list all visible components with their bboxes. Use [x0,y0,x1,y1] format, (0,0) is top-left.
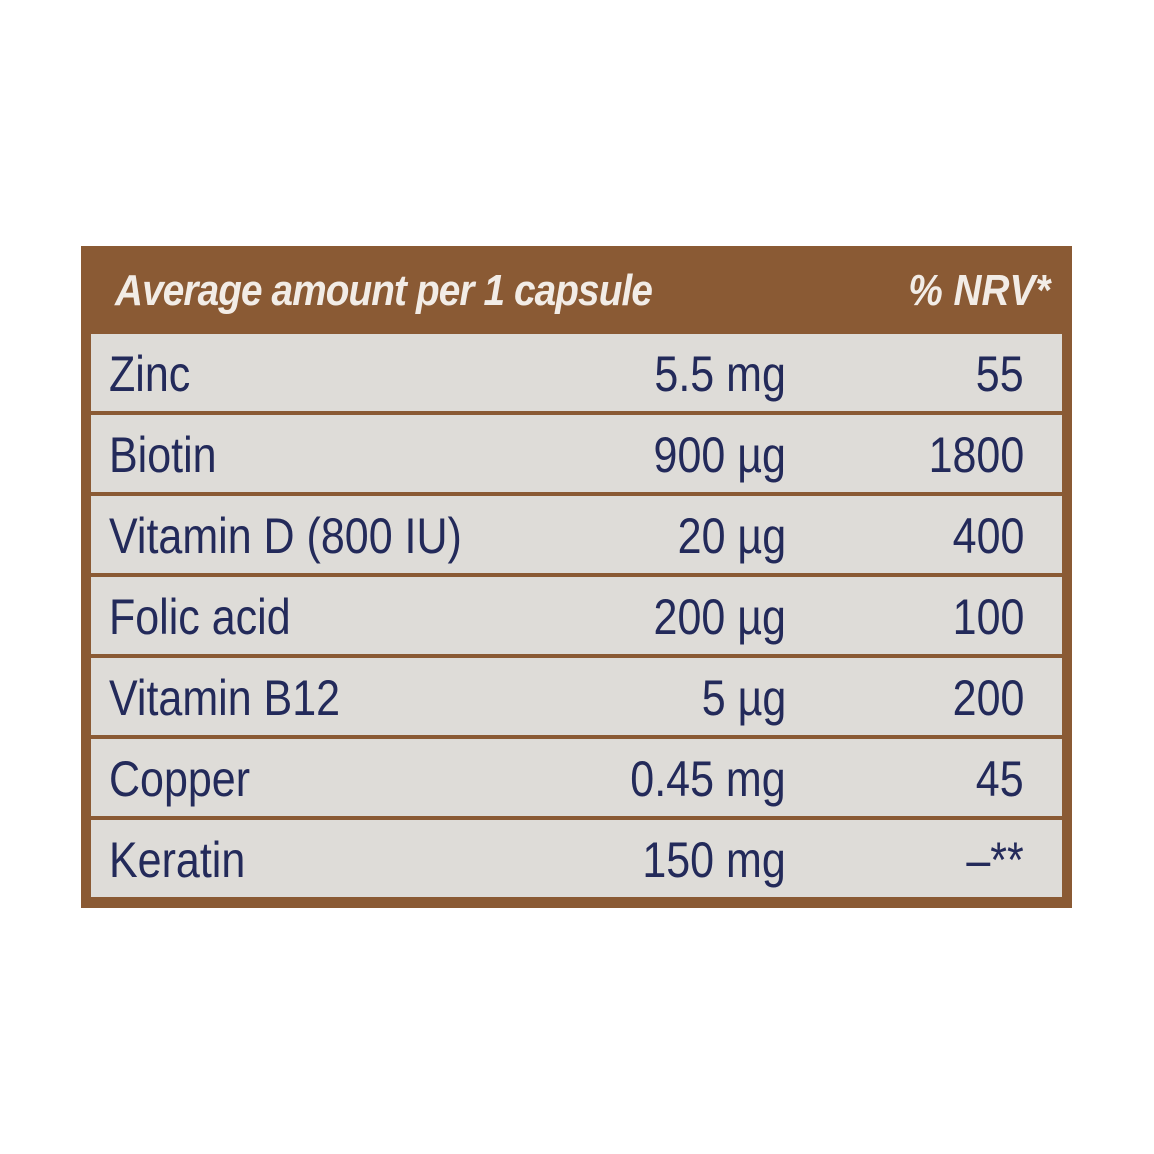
nutrient-amount: 200 µg [653,589,786,645]
nutrient-name: Keratin [109,832,246,888]
nutrient-amount: 0.45 mg [630,751,786,807]
nutrient-nrv: 100 [952,589,1024,645]
nutrient-amount: 5 µg [701,670,786,726]
nutrient-name: Zinc [109,346,191,402]
table-row: Biotin 900 µg 1800 [91,415,1062,492]
nutrient-nrv: –** [966,832,1024,888]
nutrient-amount: 150 mg [642,832,786,888]
table-row: Vitamin D (800 IU) 20 µg 400 [91,496,1062,573]
table-row: Folic acid 200 µg 100 [91,577,1062,654]
nutrient-name: Folic acid [109,589,291,645]
nutrient-amount: 900 µg [653,427,786,483]
nutrient-nrv: 200 [952,670,1024,726]
nutrient-nrv: 400 [952,508,1024,564]
table-row: Copper 0.45 mg 45 [91,739,1062,816]
nutrient-nrv: 55 [976,346,1024,402]
header-nrv-label: % NRV* [907,266,1050,315]
nutrient-nrv: 1800 [928,427,1024,483]
table-header: Average amount per 1 capsule % NRV* [81,246,1072,332]
table-body: Zinc 5.5 mg 55 Biotin 900 µg 1800 Vitami… [91,334,1062,898]
nutrient-name: Vitamin D (800 IU) [109,508,462,564]
nutrient-amount: 5.5 mg [654,346,786,402]
nutrition-table: Average amount per 1 capsule % NRV* Zinc… [81,246,1072,908]
nutrient-name: Vitamin B12 [109,670,341,726]
nutrient-nrv: 45 [976,751,1024,807]
table-row: Zinc 5.5 mg 55 [91,334,1062,411]
nutrient-name: Copper [109,751,251,807]
table-row: Keratin 150 mg –** [91,820,1062,897]
table-row: Vitamin B12 5 µg 200 [91,658,1062,735]
nutrient-name: Biotin [109,427,217,483]
nutrient-amount: 20 µg [677,508,786,564]
header-amount-label: Average amount per 1 capsule [115,266,653,315]
